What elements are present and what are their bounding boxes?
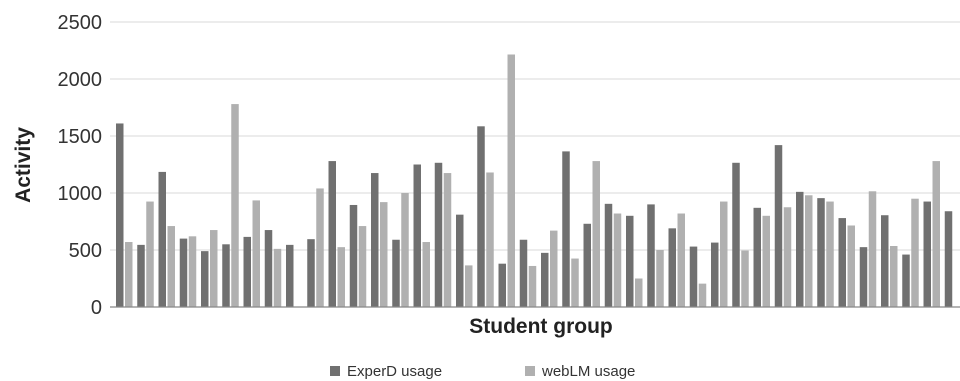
y-tick-label: 2000: [58, 69, 103, 91]
bar-weblm-3: [167, 226, 175, 307]
bar-experd-25: [626, 215, 634, 307]
legend: ExperD usage webLM usage: [330, 363, 635, 380]
bar-experd-10: [307, 239, 315, 307]
bar-weblm-31: [762, 215, 770, 307]
bar-weblm-19: [507, 54, 515, 307]
bar-weblm-34: [826, 201, 834, 307]
bar-weblm-23: [592, 161, 600, 307]
legend-label-weblm: webLM usage: [541, 363, 635, 380]
bar-weblm-8: [273, 248, 282, 307]
bar-experd-34: [817, 198, 825, 307]
y-axis-ticks: 0 500 1000 1500 2000 2500: [58, 12, 103, 319]
bar-experd-22: [562, 151, 570, 307]
bar-weblm-33: [805, 195, 813, 307]
bar-weblm-12: [358, 226, 367, 307]
bar-weblm-10: [316, 188, 324, 307]
bar-experd-4: [179, 238, 188, 307]
bar-experd-39: [923, 201, 931, 307]
bar-weblm-2: [146, 201, 154, 307]
bar-experd-5: [201, 251, 209, 307]
bar-experd-1: [116, 123, 124, 308]
bar-weblm-21: [550, 230, 558, 307]
bar-experd-17: [456, 214, 464, 307]
bar-weblm-38: [911, 198, 919, 307]
bar-experd-30: [732, 162, 740, 307]
legend-swatch-experd: [330, 366, 340, 376]
bar-weblm-32: [783, 207, 792, 307]
bar-experd-24: [604, 203, 613, 307]
bar-weblm-17: [465, 265, 473, 307]
bar-weblm-5: [210, 230, 218, 307]
bar-weblm-11: [337, 247, 345, 307]
bar-weblm-16: [443, 173, 452, 307]
bar-experd-29: [711, 242, 719, 307]
bar-weblm-18: [486, 172, 494, 307]
y-axis-title: Activity: [12, 127, 35, 203]
bar-experd-26: [647, 204, 655, 307]
bar-experd-38: [902, 254, 910, 307]
legend-label-experd: ExperD usage: [347, 363, 442, 380]
bar-weblm-35: [847, 225, 855, 307]
bar-weblm-4: [188, 236, 197, 307]
bar-experd-6: [222, 244, 230, 307]
bar-experd-18: [477, 126, 485, 307]
bar-weblm-26: [656, 250, 664, 307]
bar-weblm-25: [635, 278, 643, 307]
bar-experd-13: [371, 173, 379, 307]
bar-experd-35: [838, 218, 846, 307]
bar-weblm-36: [868, 191, 877, 307]
y-tick-label: 500: [69, 240, 102, 262]
bar-weblm-6: [231, 104, 239, 307]
bar-experd-20: [519, 239, 528, 307]
y-tick-label: 1500: [58, 126, 103, 148]
bar-experd-21: [541, 252, 549, 307]
bar-experd-9: [286, 244, 294, 307]
bar-weblm-13: [380, 202, 388, 307]
bar-experd-33: [796, 191, 804, 307]
bar-experd-32: [774, 145, 783, 307]
bar-experd-7: [243, 236, 251, 307]
bar-weblm-7: [252, 200, 260, 307]
bar-experd-27: [668, 228, 676, 307]
bar-experd-11: [328, 161, 336, 307]
bar-experd-15: [413, 164, 421, 307]
bar-weblm-24: [613, 213, 622, 307]
y-tick-label: 0: [91, 297, 102, 319]
bar-experd-14: [392, 239, 400, 307]
bar-experd-2: [137, 244, 145, 307]
bar-weblm-27: [677, 213, 685, 307]
bar-weblm-30: [741, 250, 749, 307]
bar-weblm-1: [125, 242, 133, 307]
bar-experd-19: [498, 263, 506, 307]
legend-swatch-weblm: [525, 366, 535, 376]
bar-experd-28: [689, 246, 698, 307]
bar-weblm-28: [698, 283, 707, 307]
bar-experd-16: [434, 162, 443, 307]
bar-weblm-20: [528, 265, 537, 307]
bar-experd-8: [264, 230, 273, 307]
bar-experd-23: [583, 223, 591, 307]
bar-weblm-39: [932, 161, 940, 307]
bar-experd-3: [158, 171, 166, 307]
y-tick-label: 1000: [58, 183, 103, 205]
bar-weblm-37: [890, 246, 898, 307]
bar-weblm-29: [720, 201, 728, 307]
bar-weblm-22: [571, 258, 579, 307]
bar-experd-12: [349, 204, 358, 307]
bar-experd-31: [753, 207, 761, 307]
bar-experd-40: [944, 211, 953, 307]
bar-experd-37: [881, 215, 889, 307]
x-axis-title: Student group: [469, 315, 612, 338]
bar-weblm-15: [422, 242, 430, 307]
bar-weblm-14: [401, 193, 409, 307]
y-tick-label: 2500: [58, 12, 103, 34]
bars: [116, 54, 953, 308]
bar-experd-36: [859, 247, 868, 307]
